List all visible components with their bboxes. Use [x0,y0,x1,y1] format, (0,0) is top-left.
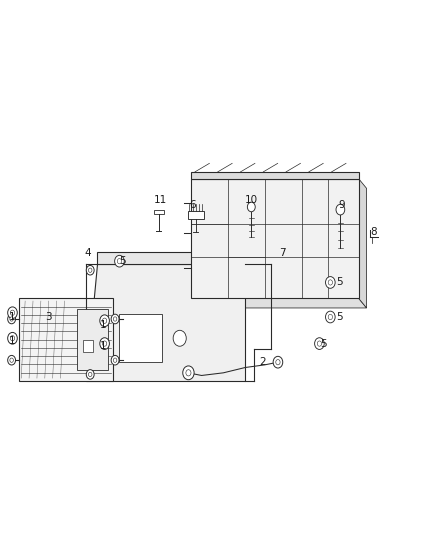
Circle shape [115,255,124,267]
Circle shape [10,317,14,321]
Circle shape [88,372,92,377]
Circle shape [100,338,110,350]
Circle shape [102,318,107,324]
Text: 4: 4 [85,248,92,258]
Polygon shape [359,179,367,308]
Bar [187,211,204,219]
Circle shape [8,307,17,319]
Circle shape [113,317,117,321]
Circle shape [336,204,345,215]
Text: 1: 1 [9,312,16,322]
Bar [153,210,164,214]
Text: 5: 5 [336,278,343,287]
Text: 5: 5 [336,312,343,322]
Circle shape [328,314,332,320]
Circle shape [8,333,17,344]
Polygon shape [191,298,367,308]
Circle shape [102,341,107,346]
Circle shape [86,265,94,275]
Text: 3: 3 [46,312,52,322]
Bar [19,298,113,381]
Text: 1: 1 [9,336,16,346]
Circle shape [173,330,186,346]
Circle shape [314,338,324,350]
Circle shape [8,314,15,324]
Text: 8: 8 [371,227,377,237]
Circle shape [325,277,335,288]
Circle shape [317,341,321,346]
Circle shape [276,360,280,365]
Circle shape [273,357,283,368]
Polygon shape [86,264,245,381]
Bar [119,314,162,362]
Circle shape [113,358,117,362]
Bar [77,309,108,370]
Circle shape [10,358,14,362]
Bar [191,172,359,179]
Circle shape [328,280,332,285]
Circle shape [247,202,255,212]
Text: 1: 1 [100,341,106,351]
Circle shape [88,268,92,272]
Text: 7: 7 [279,248,286,258]
Text: 10: 10 [245,195,258,205]
Bar [83,340,93,352]
Circle shape [100,315,110,327]
Bar [97,252,245,264]
Circle shape [11,310,14,316]
Circle shape [11,336,14,341]
Circle shape [86,369,94,379]
Circle shape [186,370,191,376]
Text: 6: 6 [190,200,196,211]
Text: 5: 5 [120,256,126,266]
Circle shape [111,356,119,365]
Circle shape [117,259,122,264]
Circle shape [183,366,194,379]
Bar [191,179,359,298]
Text: 5: 5 [321,338,327,349]
Circle shape [111,314,119,324]
Circle shape [8,356,15,365]
Text: 2: 2 [259,357,266,367]
Text: 1: 1 [100,320,106,330]
Text: 9: 9 [338,200,345,211]
Text: 11: 11 [153,195,167,205]
Circle shape [325,311,335,323]
